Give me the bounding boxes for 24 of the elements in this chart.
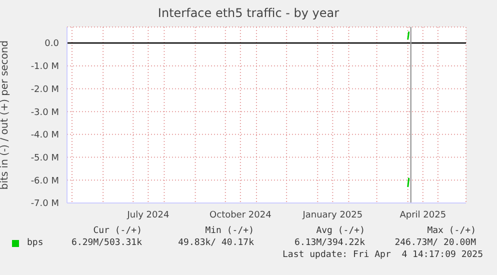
legend-label: bps (27, 238, 44, 248)
y-tick-label: 0.0 (44, 39, 60, 50)
y-tick-label: -1.0 M (30, 62, 59, 72)
text: Max (-/+) (427, 226, 476, 236)
y-tick-label: -2.0 M (30, 84, 59, 95)
y-tick-label: -4.0 M (30, 130, 59, 141)
y-tick-label: -3.0 M (30, 108, 59, 118)
text: 6.13M/394.22k (294, 238, 365, 248)
text: 49.83k/ 40.17k (178, 238, 254, 248)
y-tick-label: -5.0 M (30, 153, 59, 164)
y-axis-title: bits in (-) / out (+) per second (0, 40, 11, 190)
chart-title: Interface eth5 traffic - by year (156, 6, 340, 20)
x-tick-label: July 2024 (126, 210, 170, 220)
text: 6.29M/503.31k (72, 238, 142, 248)
text: Avg (-/+) (316, 226, 365, 236)
x-tick-label: April 2025 (400, 210, 446, 220)
text: 246.73M/ 20.00M (394, 238, 476, 248)
text: Last update: Fri Apr 4 14:17:09 2025 (282, 250, 483, 260)
x-tick-label: October 2024 (210, 210, 272, 220)
y-tick-label: -6.0 M (30, 176, 59, 186)
text: Min (-/+) (205, 226, 254, 236)
x-tick-label: January 2025 (302, 210, 363, 220)
text: Cur (-/+) (92, 226, 142, 236)
y-tick-label: -7.0 M (30, 199, 59, 210)
